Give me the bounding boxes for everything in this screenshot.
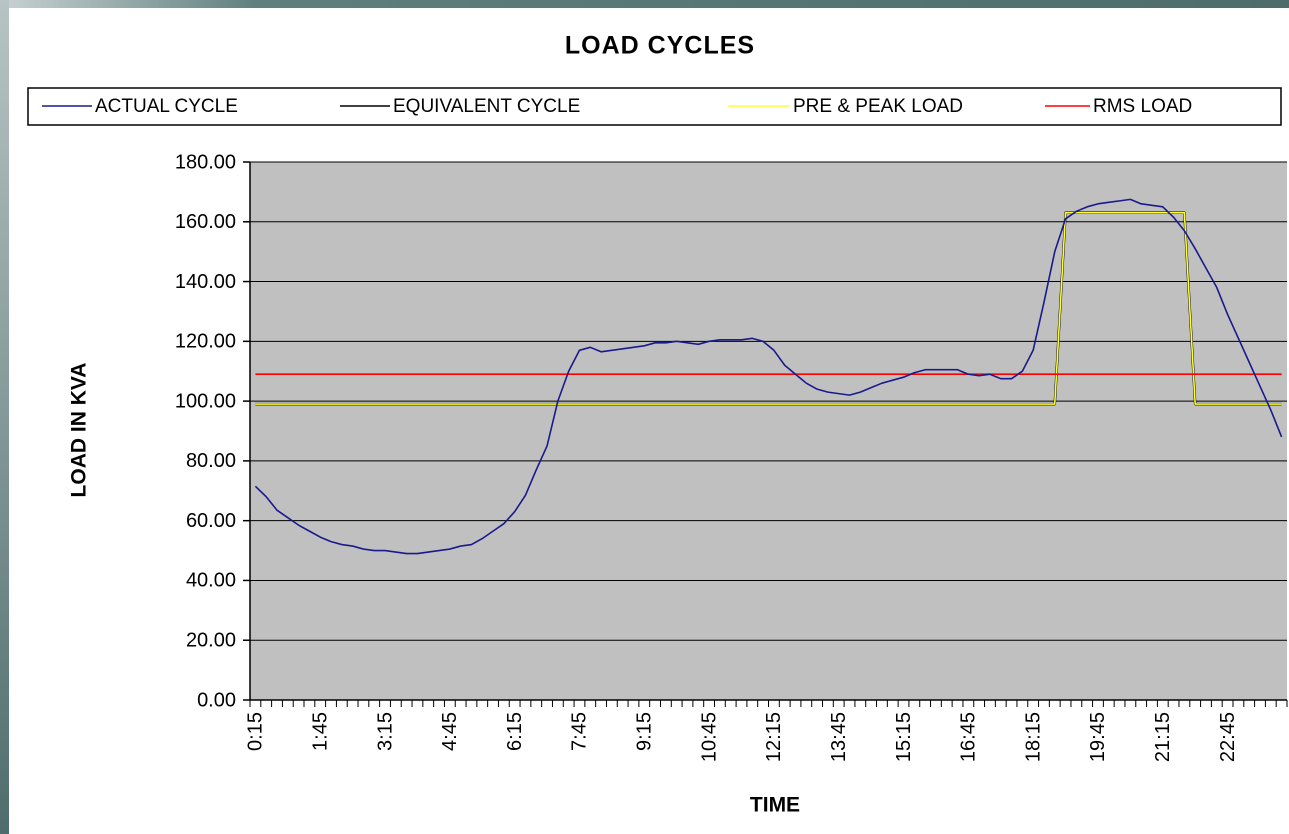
legend-label: ACTUAL CYCLE <box>95 96 238 117</box>
x-tick-label: 1:45 <box>309 712 331 751</box>
y-tick-label: 120.00 <box>175 331 236 353</box>
y-tick-label: 140.00 <box>175 271 236 293</box>
x-tick-label: 21:15 <box>1152 712 1174 762</box>
x-tick-label: 10:45 <box>698 712 720 762</box>
frame-left <box>0 0 9 834</box>
x-tick-label: 15:15 <box>893 712 915 762</box>
x-tick-label: 19:45 <box>1087 712 1109 762</box>
x-axis-label: TIME <box>750 794 800 817</box>
y-tick-label: 80.00 <box>186 450 236 472</box>
x-tick-label: 6:15 <box>504 712 526 751</box>
x-tick-label: 3:15 <box>374 712 396 751</box>
series-line <box>255 212 1282 405</box>
x-tick-label: 22:45 <box>1217 712 1239 762</box>
chart-title: LOAD CYCLES <box>565 32 755 60</box>
y-tick-label: 20.00 <box>186 630 236 652</box>
y-axis-label: LOAD IN KVA <box>68 363 91 498</box>
y-tick-label: 60.00 <box>186 510 236 532</box>
frame-top <box>0 0 1289 8</box>
y-tick-label: 40.00 <box>186 570 236 592</box>
x-tick-label: 13:45 <box>828 712 850 762</box>
plot-area <box>250 162 1287 700</box>
x-tick-label: 7:45 <box>569 712 591 751</box>
y-tick-label: 160.00 <box>175 211 236 233</box>
x-tick-label: 0:15 <box>245 712 267 751</box>
y-tick-label: 100.00 <box>175 390 236 412</box>
x-tick-label: 12:15 <box>763 712 785 762</box>
x-tick-label: 9:15 <box>634 712 656 751</box>
x-tick-label: 16:45 <box>958 712 980 762</box>
legend-label: EQUIVALENT CYCLE <box>393 96 580 117</box>
series-line <box>254 198 1283 555</box>
legend-label: PRE & PEAK LOAD <box>793 96 963 117</box>
legend-label: RMS LOAD <box>1093 96 1192 117</box>
x-tick-label: 4:45 <box>439 712 461 751</box>
y-tick-label: 0.00 <box>197 689 236 711</box>
y-tick-label: 180.00 <box>175 151 236 173</box>
x-tick-label: 18:15 <box>1022 712 1044 762</box>
